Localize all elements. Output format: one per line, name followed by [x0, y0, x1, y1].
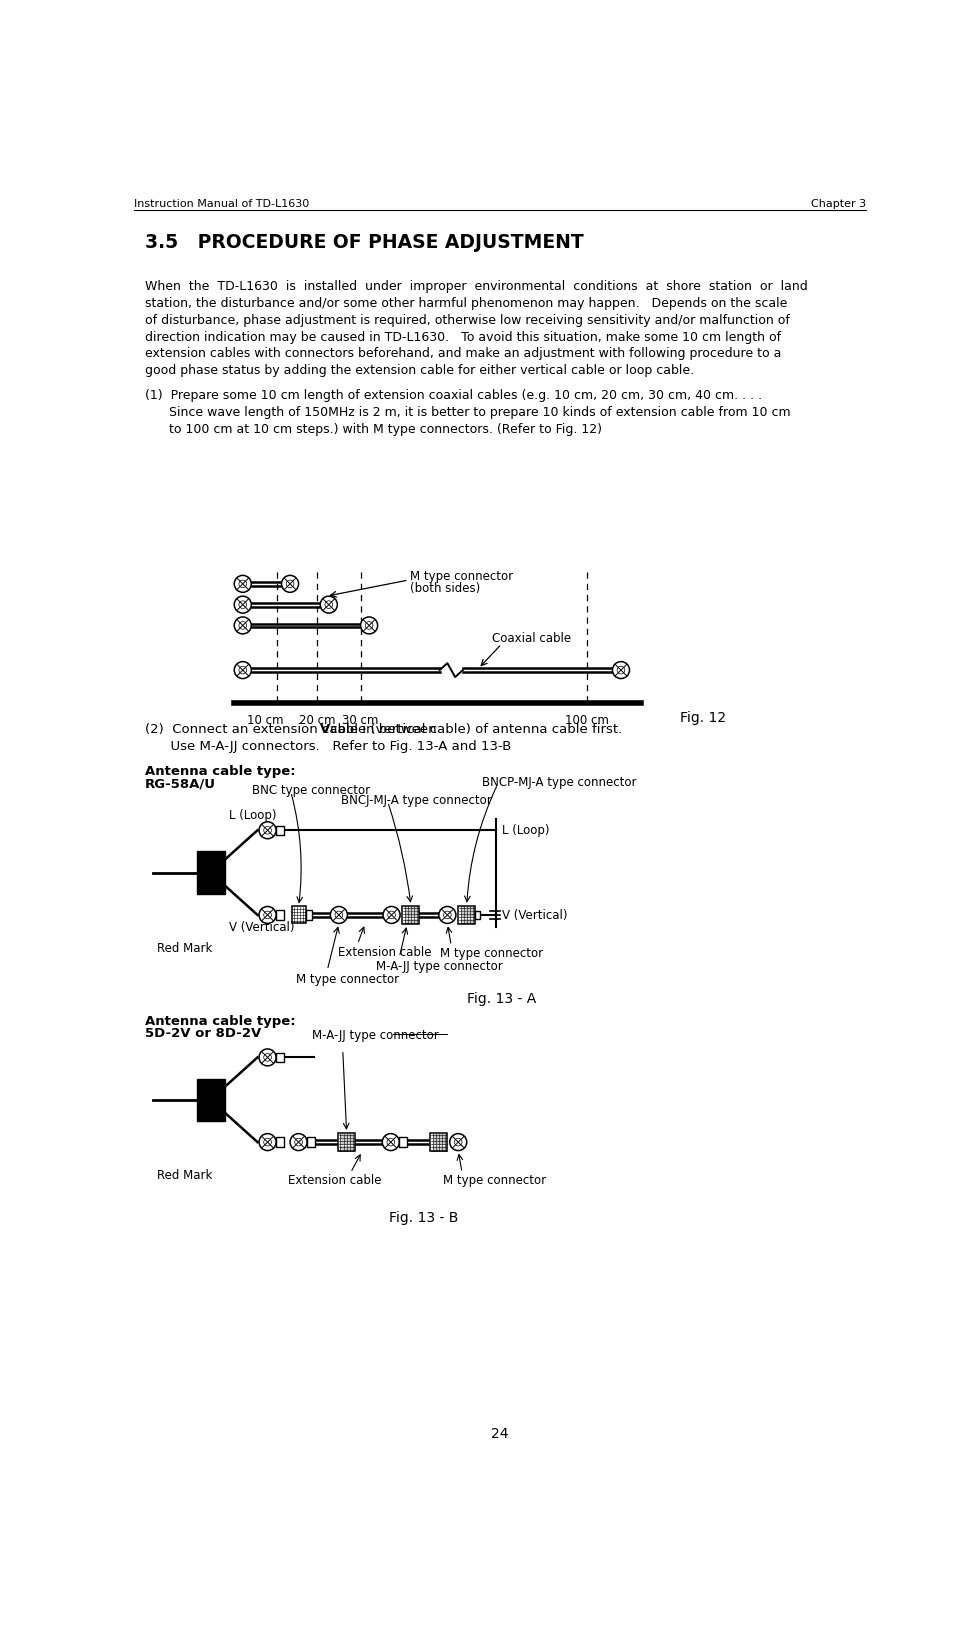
Circle shape	[449, 1134, 467, 1150]
Circle shape	[320, 596, 337, 613]
Bar	[307, 1138, 315, 1147]
Text: Fig. 13 - B: Fig. 13 - B	[389, 1211, 459, 1225]
Text: Use M-A-JJ connectors.   Refer to Fig. 13-A and 13-B: Use M-A-JJ connectors. Refer to Fig. 13-…	[145, 739, 512, 752]
Text: L (Loop): L (Loop)	[229, 809, 276, 822]
Text: M type connector: M type connector	[410, 570, 513, 583]
Text: BNCJ-MJ-A type connector: BNCJ-MJ-A type connector	[341, 795, 492, 808]
Circle shape	[290, 1134, 307, 1150]
Text: Red Mark: Red Mark	[157, 1168, 213, 1181]
Text: Fig. 12: Fig. 12	[680, 710, 726, 725]
Text: to 100 cm at 10 cm steps.) with M type connectors. (Refer to Fig. 12): to 100 cm at 10 cm steps.) with M type c…	[145, 422, 603, 436]
Text: cable (vertical cable) of antenna cable first.: cable (vertical cable) of antenna cable …	[327, 723, 622, 736]
Bar	[475, 912, 480, 918]
Text: extension cables with connectors beforehand, and make an adjustment with followi: extension cables with connectors beforeh…	[145, 348, 782, 361]
Text: 30 cm: 30 cm	[342, 713, 378, 726]
Bar	[276, 910, 284, 920]
Bar	[338, 1133, 355, 1152]
Text: Since wave length of 150MHz is 2 m, it is better to prepare 10 kinds of extensio: Since wave length of 150MHz is 2 m, it i…	[145, 406, 791, 419]
Text: V: V	[320, 723, 331, 736]
Text: Antenna cable type:: Antenna cable type:	[145, 1016, 295, 1029]
Text: V (Vertical): V (Vertical)	[229, 921, 294, 934]
Bar	[276, 1138, 284, 1147]
Circle shape	[259, 1134, 276, 1150]
Bar	[197, 852, 224, 894]
Bar	[458, 905, 475, 925]
Text: (1)  Prepare some 10 cm length of extension coaxial cables (e.g. 10 cm, 20 cm, 3: (1) Prepare some 10 cm length of extensi…	[145, 388, 762, 401]
Text: Coaxial cable: Coaxial cable	[492, 632, 571, 645]
Text: direction indication may be caused in TD-L1630.   To avoid this situation, make : direction indication may be caused in TD…	[145, 330, 781, 343]
Text: Chapter 3: Chapter 3	[811, 198, 866, 210]
Text: 5D-2V or 8D-2V: 5D-2V or 8D-2V	[145, 1027, 261, 1040]
Text: Extension cable: Extension cable	[338, 946, 432, 959]
Circle shape	[612, 661, 630, 679]
Text: good phase status by adding the extension cable for either vertical cable or loo: good phase status by adding the extensio…	[145, 364, 694, 377]
Circle shape	[234, 596, 252, 613]
Text: 20 cm: 20 cm	[299, 713, 335, 726]
Text: 3.5   PROCEDURE OF PHASE ADJUSTMENT: 3.5 PROCEDURE OF PHASE ADJUSTMENT	[145, 234, 584, 252]
Text: (2)  Connect an extension cable in between: (2) Connect an extension cable in betwee…	[145, 723, 441, 736]
Bar	[292, 907, 305, 923]
Bar	[276, 1053, 284, 1063]
Text: M-A-JJ type connector: M-A-JJ type connector	[376, 960, 503, 973]
Text: (both sides): (both sides)	[410, 582, 481, 595]
Bar	[305, 910, 312, 920]
Text: M type connector: M type connector	[443, 1175, 546, 1188]
Circle shape	[234, 618, 252, 634]
Circle shape	[331, 907, 347, 923]
Bar	[276, 826, 284, 835]
Text: Instruction Manual of TD-L1630: Instruction Manual of TD-L1630	[134, 198, 309, 210]
Text: Antenna cable type:: Antenna cable type:	[145, 765, 295, 778]
Text: BNC type connector: BNC type connector	[253, 783, 370, 796]
Bar	[197, 1079, 224, 1121]
Text: 100 cm: 100 cm	[565, 713, 608, 726]
Text: 24: 24	[490, 1427, 508, 1441]
Circle shape	[439, 907, 456, 923]
Text: 10 cm: 10 cm	[247, 713, 284, 726]
Text: Fig. 13 - A: Fig. 13 - A	[467, 991, 536, 1006]
Bar	[403, 905, 419, 925]
Bar	[400, 1138, 408, 1147]
Circle shape	[382, 1134, 400, 1150]
Text: M-A-JJ type connector: M-A-JJ type connector	[312, 1029, 439, 1042]
Circle shape	[383, 907, 400, 923]
Text: RG-58A/U: RG-58A/U	[145, 777, 216, 790]
Text: When  the  TD-L1630  is  installed  under  improper  environmental  conditions  : When the TD-L1630 is installed under imp…	[145, 280, 808, 292]
Circle shape	[282, 575, 298, 593]
Bar	[430, 1133, 448, 1152]
Text: V (Vertical): V (Vertical)	[502, 908, 567, 921]
Text: Extension cable: Extension cable	[289, 1175, 382, 1188]
Text: Red Mark: Red Mark	[157, 942, 213, 955]
Text: BNCP-MJ-A type connector: BNCP-MJ-A type connector	[483, 777, 637, 790]
Circle shape	[259, 907, 276, 923]
Text: of disturbance, phase adjustment is required, otherwise low receiving sensitivit: of disturbance, phase adjustment is requ…	[145, 314, 790, 327]
Circle shape	[234, 661, 252, 679]
Text: station, the disturbance and/or some other harmful phenomenon may happen.   Depe: station, the disturbance and/or some oth…	[145, 297, 788, 310]
Text: M type connector: M type connector	[296, 973, 400, 986]
Text: L (Loop): L (Loop)	[502, 824, 550, 837]
Circle shape	[259, 1048, 276, 1066]
Circle shape	[234, 575, 252, 593]
Circle shape	[259, 822, 276, 838]
Circle shape	[361, 618, 377, 634]
Text: M type connector: M type connector	[440, 947, 543, 960]
